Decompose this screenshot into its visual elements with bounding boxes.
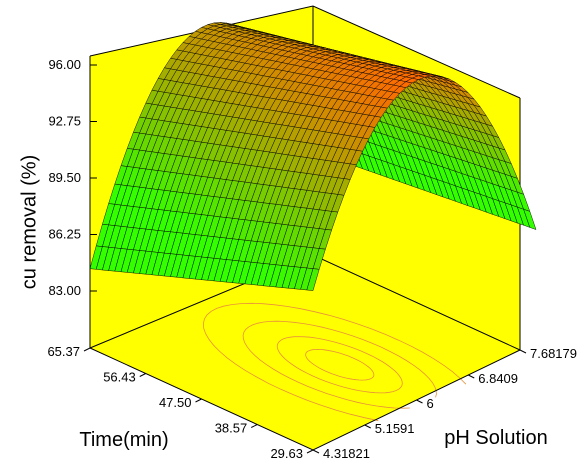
- z-tick-label: 92.75: [48, 114, 81, 129]
- x-tick-label: 38.57: [215, 421, 248, 436]
- contour-line-3: [242, 320, 437, 409]
- y-tick-mark: [416, 399, 423, 404]
- z-tick-label: 96.00: [48, 57, 81, 72]
- contour-line-1: [305, 348, 375, 381]
- z-tick-label: 89.50: [48, 170, 81, 185]
- floor-plane: [90, 255, 520, 450]
- x-tick-label: 47.50: [159, 395, 192, 410]
- x-tick-label: 29.63: [270, 446, 303, 461]
- floor-contours: [202, 302, 467, 422]
- y-tick-mark: [364, 424, 371, 429]
- x-tick-mark: [195, 398, 202, 403]
- y-axis-title: pH Solution: [444, 427, 547, 449]
- contour-line-2: [276, 336, 403, 394]
- z-tick-label: 86.25: [48, 227, 81, 242]
- x-tick-mark: [83, 347, 91, 352]
- axis-ticks: 83.00 86.25 89.50 92.75 96.00 65.37 56.43 47.50…: [47, 57, 577, 461]
- x-axis-title: Time(min): [79, 429, 168, 451]
- y-tick-label: 4.31821: [323, 446, 370, 461]
- surface-cell: [306, 268, 320, 291]
- x-tick-label: 56.43: [103, 370, 136, 385]
- y-tick-mark: [312, 449, 320, 454]
- contour-line-4: [202, 302, 467, 422]
- x-tick-mark: [139, 373, 146, 377]
- y-tick-mark: [468, 374, 475, 379]
- x-tick-label: 65.37: [47, 344, 80, 359]
- y-tick-label: 6: [427, 396, 434, 411]
- y-tick-label: 5.1591: [375, 421, 415, 436]
- x-tick-mark: [251, 424, 258, 428]
- z-axis-title: cu removal (%): [18, 155, 40, 289]
- y-tick-label: 6.8409: [478, 371, 518, 386]
- response-surface: [89, 22, 537, 291]
- x-tick-mark: [306, 449, 314, 454]
- y-tick-mark: [519, 349, 527, 354]
- z-tick-label: 83.00: [48, 283, 81, 298]
- y-tick-label: 7.68179: [530, 346, 577, 361]
